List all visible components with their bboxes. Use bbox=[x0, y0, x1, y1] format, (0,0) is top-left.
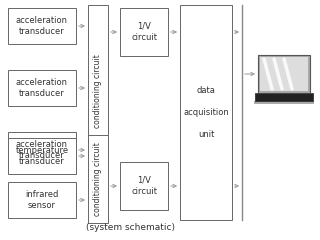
Bar bbox=[254, 101, 314, 104]
Bar bbox=[180, 5, 232, 220]
Text: acceleration
transducer: acceleration transducer bbox=[16, 16, 68, 36]
Text: conditioning circuit: conditioning circuit bbox=[93, 54, 102, 128]
Bar bbox=[8, 70, 76, 106]
Bar bbox=[88, 135, 108, 223]
Text: infrared
sensor: infrared sensor bbox=[25, 190, 59, 210]
Bar bbox=[8, 138, 76, 174]
Text: data

acquisition

unit: data acquisition unit bbox=[183, 86, 229, 139]
Bar bbox=[8, 182, 76, 218]
Bar bbox=[255, 93, 313, 101]
Bar bbox=[88, 5, 108, 177]
Bar bbox=[8, 132, 76, 168]
Text: acceleration
transducer: acceleration transducer bbox=[16, 78, 68, 98]
Text: acceleration
transducer: acceleration transducer bbox=[16, 140, 68, 160]
Bar bbox=[120, 8, 168, 56]
Bar bbox=[260, 57, 308, 91]
Bar bbox=[8, 8, 76, 44]
Bar bbox=[258, 55, 310, 93]
Text: 1/V
circuit: 1/V circuit bbox=[131, 22, 157, 42]
Text: conditioning circuit: conditioning circuit bbox=[93, 142, 102, 216]
Text: temperature
transducer: temperature transducer bbox=[15, 146, 68, 166]
Text: 1/V
circuit: 1/V circuit bbox=[131, 176, 157, 196]
Bar bbox=[120, 162, 168, 210]
Text: (system schematic): (system schematic) bbox=[85, 223, 174, 232]
